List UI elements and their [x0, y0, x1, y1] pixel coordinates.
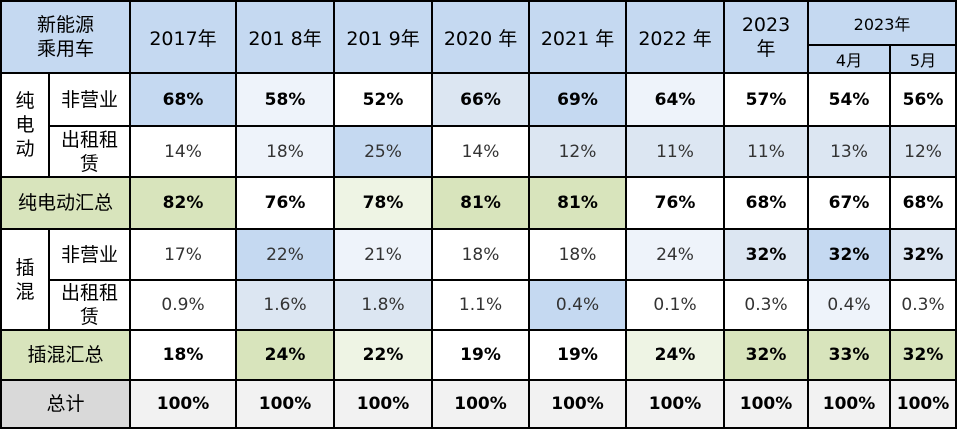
month-header-apr: 4月: [807, 44, 892, 74]
table-cell: 68%: [129, 72, 238, 127]
year-header-2020: 2020 年: [431, 0, 531, 74]
row-label-rental-line1: 出租租: [61, 128, 119, 151]
table-cell: 100%: [723, 379, 810, 429]
table-cell: 52%: [333, 72, 434, 127]
table-cell: 19%: [431, 329, 531, 381]
group-label-bev-char3: 动: [15, 138, 35, 160]
table-cell: 32%: [889, 228, 957, 281]
table-cell: 1.8%: [333, 279, 434, 331]
corner-header-line2: 乘用车: [37, 38, 95, 60]
corner-header: 新能源 乘用车: [0, 0, 132, 74]
group-header-2023: 2023年: [807, 0, 957, 46]
table-cell: 33%: [807, 329, 892, 381]
row-label-grand-total: 总计: [0, 379, 132, 429]
group-label-bev: 纯 电 动: [0, 72, 50, 178]
table-cell: 81%: [431, 176, 531, 230]
table-cell: 64%: [625, 72, 726, 127]
year-header-2023-line1: 2023: [741, 14, 791, 36]
table-cell: 0.3%: [723, 279, 810, 331]
table-cell: 18%: [235, 125, 336, 178]
table-cell: 100%: [528, 379, 628, 429]
table-cell: 21%: [333, 228, 434, 281]
group-label-phev-char2: 混: [15, 280, 35, 303]
table-cell: 24%: [235, 329, 336, 381]
table-cell: 14%: [431, 125, 531, 178]
group-label-phev-char1: 插: [15, 256, 35, 279]
year-header-2023-line2: 年: [756, 38, 776, 60]
year-header-2018: 201 8年: [235, 0, 336, 74]
table-cell: 24%: [625, 329, 726, 381]
table-cell: 32%: [807, 228, 892, 281]
table-cell: 82%: [129, 176, 238, 230]
table-cell: 100%: [431, 379, 531, 429]
table-cell: 54%: [807, 72, 892, 127]
table-cell: 68%: [889, 176, 957, 230]
row-label-rental: 出租租 赁: [47, 279, 132, 331]
table-cell: 0.4%: [528, 279, 628, 331]
row-label-rental-line2: 赁: [80, 152, 100, 175]
row-label-non-operating: 非营业: [47, 72, 132, 127]
table-cell: 68%: [723, 176, 810, 230]
year-header-2022: 2022 年: [625, 0, 726, 74]
row-label-phev-total: 插混汇总: [0, 329, 132, 381]
year-header-2017: 2017年: [129, 0, 238, 74]
table-cell: 22%: [235, 228, 336, 281]
row-label-bev-total: 纯电动汇总: [0, 176, 132, 230]
row-label-rental-line1: 出租租: [61, 282, 119, 304]
table-cell: 69%: [528, 72, 628, 127]
table-cell: 100%: [807, 379, 892, 429]
table-cell: 66%: [431, 72, 531, 127]
table-cell: 11%: [723, 125, 810, 178]
table-cell: 12%: [528, 125, 628, 178]
year-header-2023: 2023 年: [723, 0, 810, 74]
table-cell: 0.3%: [889, 279, 957, 331]
table-cell: 17%: [129, 228, 238, 281]
table-cell: 81%: [528, 176, 628, 230]
table-cell: 0.9%: [129, 279, 238, 331]
table-cell: 76%: [625, 176, 726, 230]
group-label-phev: 插 混: [0, 228, 50, 331]
table-cell: 18%: [431, 228, 531, 281]
table-cell: 13%: [807, 125, 892, 178]
table-cell: 56%: [889, 72, 957, 127]
table-cell: 1.1%: [431, 279, 531, 331]
row-label-rental: 出租租 赁: [47, 125, 132, 178]
table-cell: 100%: [235, 379, 336, 429]
year-header-2021: 2021 年: [528, 0, 628, 74]
table-cell: 0.1%: [625, 279, 726, 331]
table-cell: 12%: [889, 125, 957, 178]
corner-header-line1: 新能源: [37, 14, 95, 36]
table-cell: 32%: [723, 329, 810, 381]
table-cell: 100%: [129, 379, 238, 429]
table-cell: 18%: [528, 228, 628, 281]
row-label-non-operating: 非营业: [47, 228, 132, 281]
table-cell: 100%: [625, 379, 726, 429]
table-cell: 100%: [889, 379, 957, 429]
table-cell: 32%: [723, 228, 810, 281]
table-cell: 67%: [807, 176, 892, 230]
year-header-2019: 201 9年: [333, 0, 434, 74]
table-cell: 100%: [333, 379, 434, 429]
table-cell: 57%: [723, 72, 810, 127]
table-cell: 18%: [129, 329, 238, 381]
table-cell: 19%: [528, 329, 628, 381]
table-cell: 25%: [333, 125, 434, 178]
group-label-bev-char2: 电: [15, 114, 35, 136]
table-cell: 22%: [333, 329, 434, 381]
table-cell: 24%: [625, 228, 726, 281]
table-cell: 14%: [129, 125, 238, 178]
group-label-bev-char1: 纯: [15, 90, 35, 112]
table-cell: 1.6%: [235, 279, 336, 331]
table-cell: 58%: [235, 72, 336, 127]
table-cell: 32%: [889, 329, 957, 381]
row-label-rental-line2: 赁: [80, 306, 100, 328]
table-cell: 76%: [235, 176, 336, 230]
table-cell: 0.4%: [807, 279, 892, 331]
table-cell: 78%: [333, 176, 434, 230]
month-header-may: 5月: [889, 44, 957, 74]
table-cell: 11%: [625, 125, 726, 178]
